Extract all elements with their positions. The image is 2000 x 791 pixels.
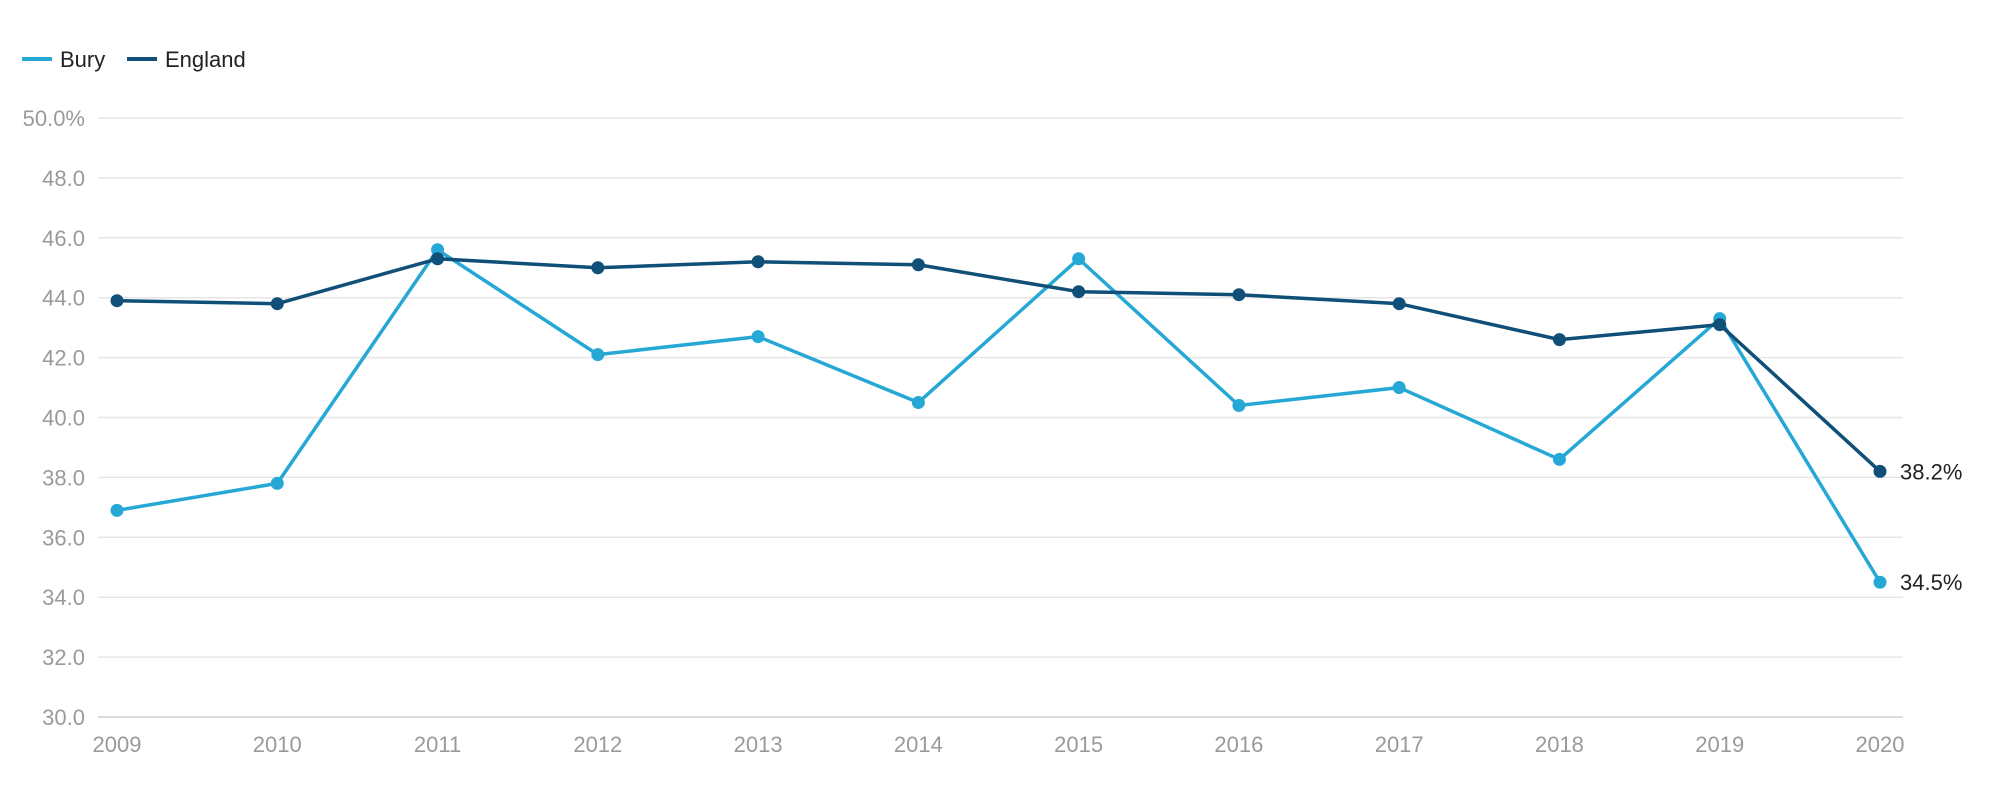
data-point-bury <box>1873 575 1887 589</box>
x-axis: 2009 2010 2011 2012 2013 2014 2015 2016 2017 2018… <box>93 732 1905 757</box>
data-point-bury <box>911 396 925 410</box>
data-point-bury <box>1072 252 1086 266</box>
x-tick-label: 2009 <box>93 732 142 757</box>
data-point-england <box>1873 464 1887 478</box>
x-tick-label: 2019 <box>1695 732 1744 757</box>
x-tick-label: 2016 <box>1214 732 1263 757</box>
y-tick-label: 32.0 <box>42 645 85 670</box>
data-point-england <box>1232 288 1246 302</box>
legend-item-bury: Bury <box>22 47 105 72</box>
data-point-england <box>911 258 925 272</box>
y-tick-label: 46.0 <box>42 226 85 251</box>
data-point-bury <box>1552 452 1566 466</box>
data-point-bury <box>751 330 765 344</box>
y-tick-label: 38.0 <box>42 465 85 490</box>
y-tick-label: 50.0% <box>23 106 85 131</box>
data-point-bury <box>270 476 284 490</box>
legend-label-bury: Bury <box>60 47 105 72</box>
y-axis: 30.0 32.0 34.0 36.0 38.0 40.0 42.0 44.0 46.0 48.0… <box>23 106 85 730</box>
legend-label-england: England <box>165 47 246 72</box>
end-labels-layer: 34.5% 38.2% <box>1900 459 1962 595</box>
data-point-england <box>751 255 765 269</box>
x-tick-label: 2011 <box>414 732 461 757</box>
y-tick-label: 40.0 <box>42 406 85 431</box>
data-point-england <box>1713 318 1727 332</box>
end-label-england: 38.2% <box>1900 459 1962 484</box>
data-point-england <box>1392 297 1406 311</box>
legend-item-england: England <box>127 47 246 72</box>
x-tick-label: 2020 <box>1856 732 1905 757</box>
y-tick-label: 42.0 <box>42 346 85 371</box>
data-point-england <box>1552 333 1566 347</box>
x-tick-label: 2010 <box>253 732 302 757</box>
y-tick-label: 30.0 <box>42 705 85 730</box>
series-layer <box>110 243 1887 589</box>
y-tick-label: 34.0 <box>42 585 85 610</box>
legend: Bury England <box>22 47 246 72</box>
y-tick-label: 48.0 <box>42 166 85 191</box>
data-point-bury <box>110 503 124 517</box>
data-point-england <box>110 294 124 308</box>
data-point-england <box>270 297 284 311</box>
x-tick-label: 2015 <box>1054 732 1103 757</box>
series-england <box>110 252 1887 478</box>
end-label-bury: 34.5% <box>1900 570 1962 595</box>
data-point-bury <box>1392 381 1406 395</box>
series-bury <box>110 243 1887 589</box>
series-line-bury <box>116 248 1882 584</box>
data-point-bury <box>431 243 445 257</box>
data-point-bury <box>591 348 605 362</box>
x-tick-label: 2013 <box>734 732 783 757</box>
data-point-england <box>1072 285 1086 299</box>
x-tick-label: 2012 <box>573 732 622 757</box>
data-point-england <box>431 252 445 266</box>
data-point-england <box>591 261 605 275</box>
x-tick-label: 2017 <box>1375 732 1424 757</box>
x-tick-label: 2014 <box>894 732 943 757</box>
y-tick-label: 44.0 <box>42 286 85 311</box>
series-line-england <box>116 257 1882 473</box>
y-tick-label: 36.0 <box>42 525 85 550</box>
x-tick-label: 2018 <box>1535 732 1584 757</box>
data-point-bury <box>1232 399 1246 413</box>
gridlines <box>98 117 1903 718</box>
